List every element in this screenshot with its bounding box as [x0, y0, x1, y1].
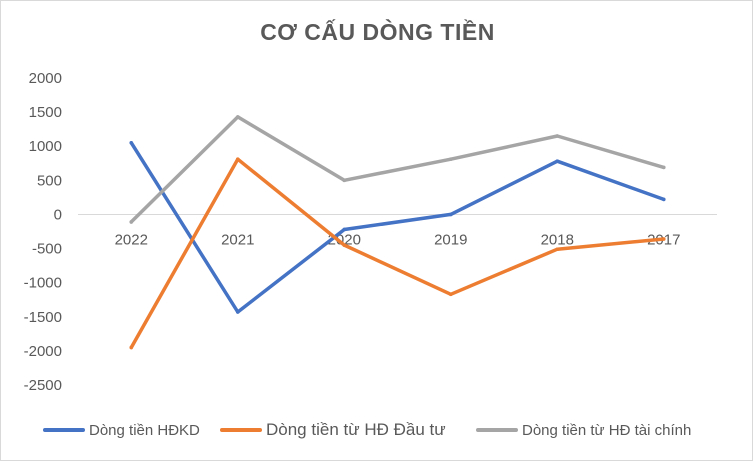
y-tick-label: 500	[37, 172, 62, 189]
legend-label-1: Dòng tiền từ HĐ Đầu tư	[266, 420, 446, 439]
series-0-point	[661, 197, 666, 202]
y-tick-label: 1500	[29, 104, 62, 121]
y-tick-label: -2500	[24, 377, 62, 394]
y-tick-label: -500	[32, 241, 62, 258]
y-tick-label: -2000	[24, 343, 62, 360]
series-2-point	[448, 157, 453, 161]
series-line-0	[129, 141, 666, 314]
series-2-point	[661, 165, 666, 170]
series-1-point	[129, 345, 134, 350]
series-0-point	[448, 212, 453, 217]
y-tick-label: -1500	[24, 309, 62, 326]
series-1-point	[661, 237, 666, 241]
chart-title: CƠ CẤU DÒNG TIỀN	[260, 19, 495, 45]
y-tick-label: -1000	[24, 275, 62, 292]
series-2-point	[342, 178, 347, 183]
series-1-point	[448, 292, 453, 297]
series-0-point	[555, 159, 560, 164]
series-1-point	[342, 243, 347, 247]
series-2-point	[235, 115, 240, 119]
series-0-point	[129, 141, 134, 145]
series-1-point	[555, 247, 560, 252]
legend-label-0: Dòng tiền HĐKD	[89, 422, 200, 439]
y-tick-label: 0	[54, 206, 62, 223]
series-0-point	[235, 310, 240, 314]
x-tick-label: 2018	[541, 231, 574, 248]
y-tick-label: 2000	[29, 70, 62, 87]
y-tick-label: 1000	[29, 138, 62, 155]
series-2-point	[129, 220, 134, 224]
x-tick-label: 2022	[115, 231, 148, 248]
x-tick-label: 2021	[221, 231, 254, 248]
series-line-1	[129, 157, 666, 350]
x-tick-label: 2019	[434, 231, 467, 248]
series-2-point	[555, 134, 560, 138]
legend-label-2: Dòng tiền từ HĐ tài chính	[522, 422, 691, 439]
series-1-point	[235, 157, 240, 161]
series-line-2	[129, 115, 666, 224]
series-0-point	[342, 227, 347, 232]
